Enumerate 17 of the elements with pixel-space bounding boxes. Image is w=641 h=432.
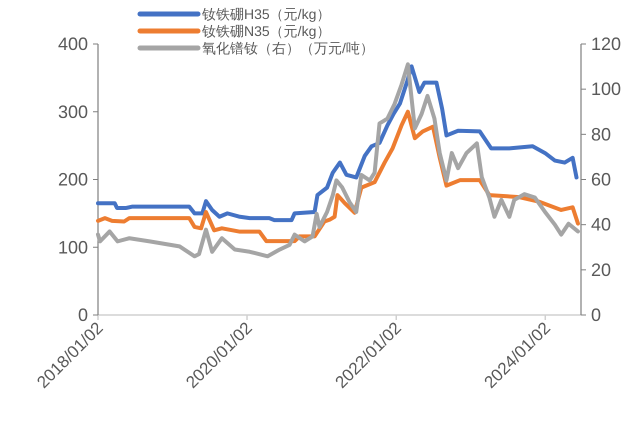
line-series: [96, 64, 579, 222]
y2-tick-label: 20: [591, 260, 612, 280]
legend-label: 钕铁硼N35（元/kg）: [201, 23, 330, 39]
y-tick-label: 0: [78, 305, 88, 325]
legend-label: 氧化镨钕（右）（万元/吨）: [202, 40, 374, 56]
y2-tick-label: 120: [591, 34, 622, 54]
y2-tick-label: 40: [591, 214, 612, 235]
y2-tick-label: 100: [591, 79, 622, 100]
y-tick-label: 200: [58, 170, 88, 190]
y-tick-label: 400: [58, 34, 88, 54]
y-tick-label: 300: [58, 102, 88, 122]
line-series: [96, 62, 580, 258]
y-tick-label: 100: [58, 237, 88, 258]
y2-tick-label: 0: [591, 305, 602, 325]
legend-label: 钕铁硼H35（元/kg）: [201, 6, 330, 22]
y2-tick-label: 80: [591, 124, 612, 144]
y2-tick-label: 60: [591, 170, 612, 190]
